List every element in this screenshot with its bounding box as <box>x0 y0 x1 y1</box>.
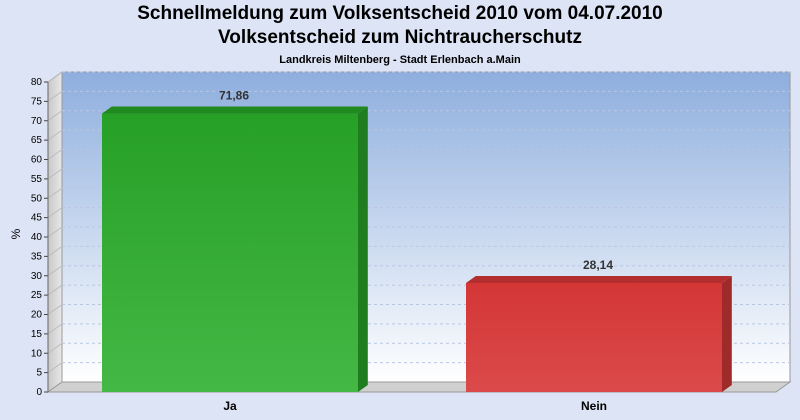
category-label: Ja <box>223 399 237 413</box>
grid-line-wall <box>47 323 63 335</box>
y-tick-label: 40 <box>31 232 43 243</box>
y-tick-label: 10 <box>31 348 43 359</box>
chart-subtitle: Volksentscheid zum Nichtraucherschutz <box>218 27 582 48</box>
y-tick-label: 0 <box>36 387 42 398</box>
grid-line-wall <box>47 129 63 141</box>
bar-ja <box>102 106 368 392</box>
chart-title: Schnellmeldung zum Volksentscheid 2010 v… <box>137 3 663 24</box>
grid-line-wall <box>47 284 63 296</box>
grid-line-wall <box>47 342 63 354</box>
value-label: 71,86 <box>219 89 249 103</box>
grid-line-wall <box>47 226 63 238</box>
y-tick-label: 65 <box>31 135 43 146</box>
grid-line-wall <box>47 149 63 160</box>
bar-side <box>722 275 732 392</box>
grid-line-wall <box>47 168 63 180</box>
category-label: Nein <box>581 399 607 413</box>
y-tick-label: 70 <box>31 116 43 127</box>
y-tick-label: 20 <box>31 310 43 321</box>
y-tick-label: 15 <box>31 329 43 340</box>
y-tick-label: 25 <box>31 290 43 301</box>
y-tick-label: 55 <box>31 174 43 185</box>
grid-line-wall <box>47 362 63 374</box>
bar-top <box>466 275 732 283</box>
grid-line-wall <box>47 207 63 219</box>
y-axis-label: % <box>9 228 23 239</box>
y-tick-label: 45 <box>31 213 43 224</box>
chart-caption: Landkreis Miltenberg - Stadt Erlenbach a… <box>279 54 521 66</box>
value-label: 28,14 <box>583 258 613 272</box>
grid-line-wall <box>47 187 63 199</box>
y-tick-label: 50 <box>31 193 43 204</box>
bar-front <box>466 282 722 392</box>
grid-line-wall <box>47 265 63 277</box>
bar-top <box>102 106 368 114</box>
grid-line-wall <box>47 245 63 257</box>
grid-line-wall <box>47 304 63 315</box>
y-tick-label: 80 <box>31 77 43 88</box>
bar-side <box>358 106 368 392</box>
bar-front <box>102 113 358 392</box>
y-tick-label: 75 <box>31 96 43 107</box>
grid-line-wall <box>47 110 63 122</box>
y-tick-label: 5 <box>36 368 42 379</box>
bar-nein <box>466 275 732 392</box>
grid-line-wall <box>47 90 63 102</box>
chart-title-block: Schnellmeldung zum Volksentscheid 2010 v… <box>0 2 800 68</box>
y-tick-label: 30 <box>31 271 43 282</box>
y-tick-label: 60 <box>31 155 43 166</box>
grid-line-wall <box>47 71 63 83</box>
y-tick-label: 35 <box>31 251 43 262</box>
